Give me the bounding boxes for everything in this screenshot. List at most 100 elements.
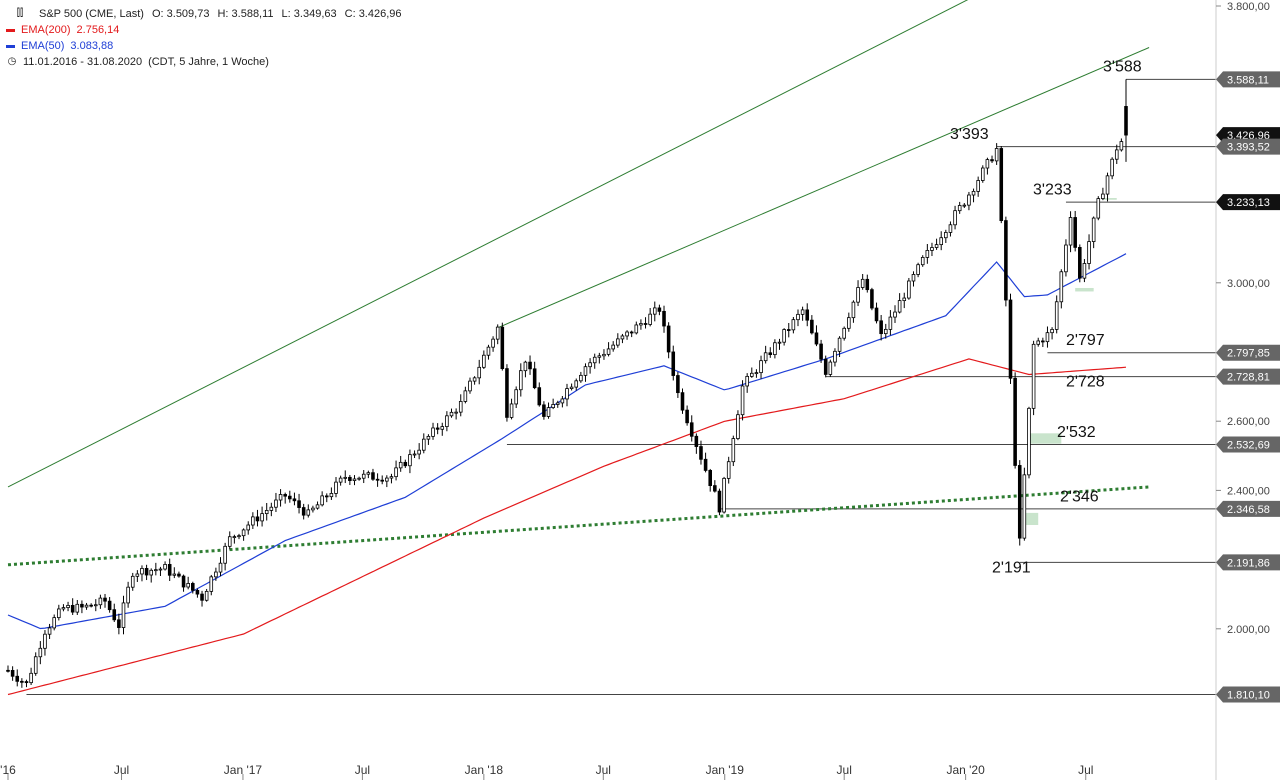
- candle-up: [472, 377, 477, 382]
- candle-down: [117, 619, 121, 628]
- candle-down: [324, 495, 329, 498]
- x-tick-label: Jan '19: [706, 763, 745, 777]
- candle-up: [385, 477, 389, 482]
- candle-up: [916, 264, 920, 275]
- candle-up: [57, 608, 61, 619]
- candle-up: [934, 244, 939, 248]
- candle-up: [565, 388, 569, 400]
- candle-up: [930, 247, 934, 251]
- candle-down: [537, 387, 542, 406]
- candle-down: [990, 159, 994, 162]
- legend-ema200-row[interactable]: EMA(200) 2.756,14: [6, 22, 402, 38]
- candle-up: [555, 402, 560, 405]
- candle-down: [177, 573, 181, 577]
- candle-up: [449, 411, 454, 417]
- candle-up: [278, 494, 283, 501]
- candle-up: [1101, 193, 1105, 200]
- candle-up: [616, 338, 620, 346]
- candle-up: [135, 573, 140, 577]
- candle-up: [639, 323, 643, 326]
- candle-down: [371, 472, 375, 480]
- candle-up: [477, 366, 482, 379]
- candle-up: [186, 583, 190, 588]
- candle-up: [1096, 198, 1101, 219]
- candle-up: [218, 562, 223, 573]
- support-zone: [1075, 287, 1094, 292]
- y-tick-label: 2.000,00: [1227, 624, 1270, 636]
- candle-up: [828, 361, 833, 375]
- candle-down: [1041, 340, 1045, 343]
- legend-ema50-row[interactable]: EMA(50) 3.083,88: [6, 38, 402, 54]
- candle-up: [329, 493, 334, 498]
- candle-down: [505, 368, 509, 418]
- candle-down: [1004, 220, 1008, 301]
- ema200-label: EMA(200): [21, 24, 71, 36]
- candle-up: [763, 352, 768, 362]
- close-value: 3.426,96: [358, 8, 402, 20]
- candle-up: [652, 307, 657, 315]
- candle-down: [699, 446, 703, 460]
- candle-down: [403, 461, 408, 467]
- candle-up: [61, 607, 66, 610]
- candle-down: [181, 575, 186, 588]
- candle-down: [1008, 299, 1013, 379]
- clock-icon: ◷: [7, 56, 17, 67]
- candle-up: [246, 524, 251, 531]
- candle-up: [468, 380, 472, 392]
- candle-up: [842, 327, 846, 339]
- ema200-swatch: [6, 28, 15, 32]
- candle-up: [625, 331, 629, 337]
- price-axis-label: 2.532,69: [1227, 439, 1270, 451]
- candle-down: [810, 319, 814, 334]
- candle-down: [167, 564, 172, 576]
- level-annotation: 3'233: [1033, 182, 1072, 199]
- candle-up: [320, 495, 324, 506]
- candle-up: [773, 342, 777, 356]
- candle-up: [1036, 340, 1041, 345]
- candle-up: [583, 366, 588, 376]
- candle-up: [214, 571, 218, 578]
- candle-up: [944, 232, 948, 239]
- candle-up: [154, 569, 158, 572]
- candle-up: [611, 344, 615, 350]
- candle-up: [126, 586, 130, 604]
- candle-up: [394, 467, 398, 478]
- price-axis-label: 3.588,11: [1227, 74, 1269, 86]
- price-axis-label: 3.393,52: [1227, 142, 1270, 154]
- candle-up: [971, 190, 976, 196]
- candle-down: [20, 680, 24, 683]
- support-zone: [1024, 512, 1039, 525]
- candle-up: [519, 370, 523, 391]
- candle-down: [80, 603, 84, 608]
- candle-up: [731, 438, 736, 463]
- candle-up: [994, 148, 999, 162]
- candle-up: [311, 507, 315, 511]
- candle-up: [759, 360, 763, 374]
- candle-up: [1114, 149, 1119, 160]
- candle-up: [897, 300, 902, 313]
- x-tick-label: '16: [0, 763, 16, 777]
- candle-up: [163, 564, 167, 570]
- candle-up: [482, 354, 486, 368]
- candle-up: [1110, 158, 1114, 177]
- candle-down: [103, 597, 107, 602]
- candle-up: [334, 481, 338, 494]
- range-meta: (CDT, 5 Jahre, 1 Woche): [148, 56, 269, 68]
- candle-up: [1087, 241, 1091, 264]
- candle-up: [237, 535, 241, 538]
- instrument-name: S&P 500 (CME, Last): [39, 8, 144, 20]
- candle-up: [796, 313, 800, 321]
- open-label: O: 3.509,73: [151, 8, 210, 20]
- candle-down: [805, 309, 810, 321]
- y-tick-label: 3.800,00: [1227, 1, 1270, 13]
- support-zone: [1102, 198, 1117, 200]
- candle-up: [149, 569, 154, 576]
- candle-up: [445, 415, 449, 427]
- candle-up: [509, 403, 514, 418]
- date-range: 11.01.2016 - 31.08.2020: [23, 56, 143, 68]
- candle-down: [666, 325, 671, 353]
- candle-down: [694, 435, 699, 447]
- candle-up: [232, 536, 237, 538]
- candle-up: [366, 472, 371, 475]
